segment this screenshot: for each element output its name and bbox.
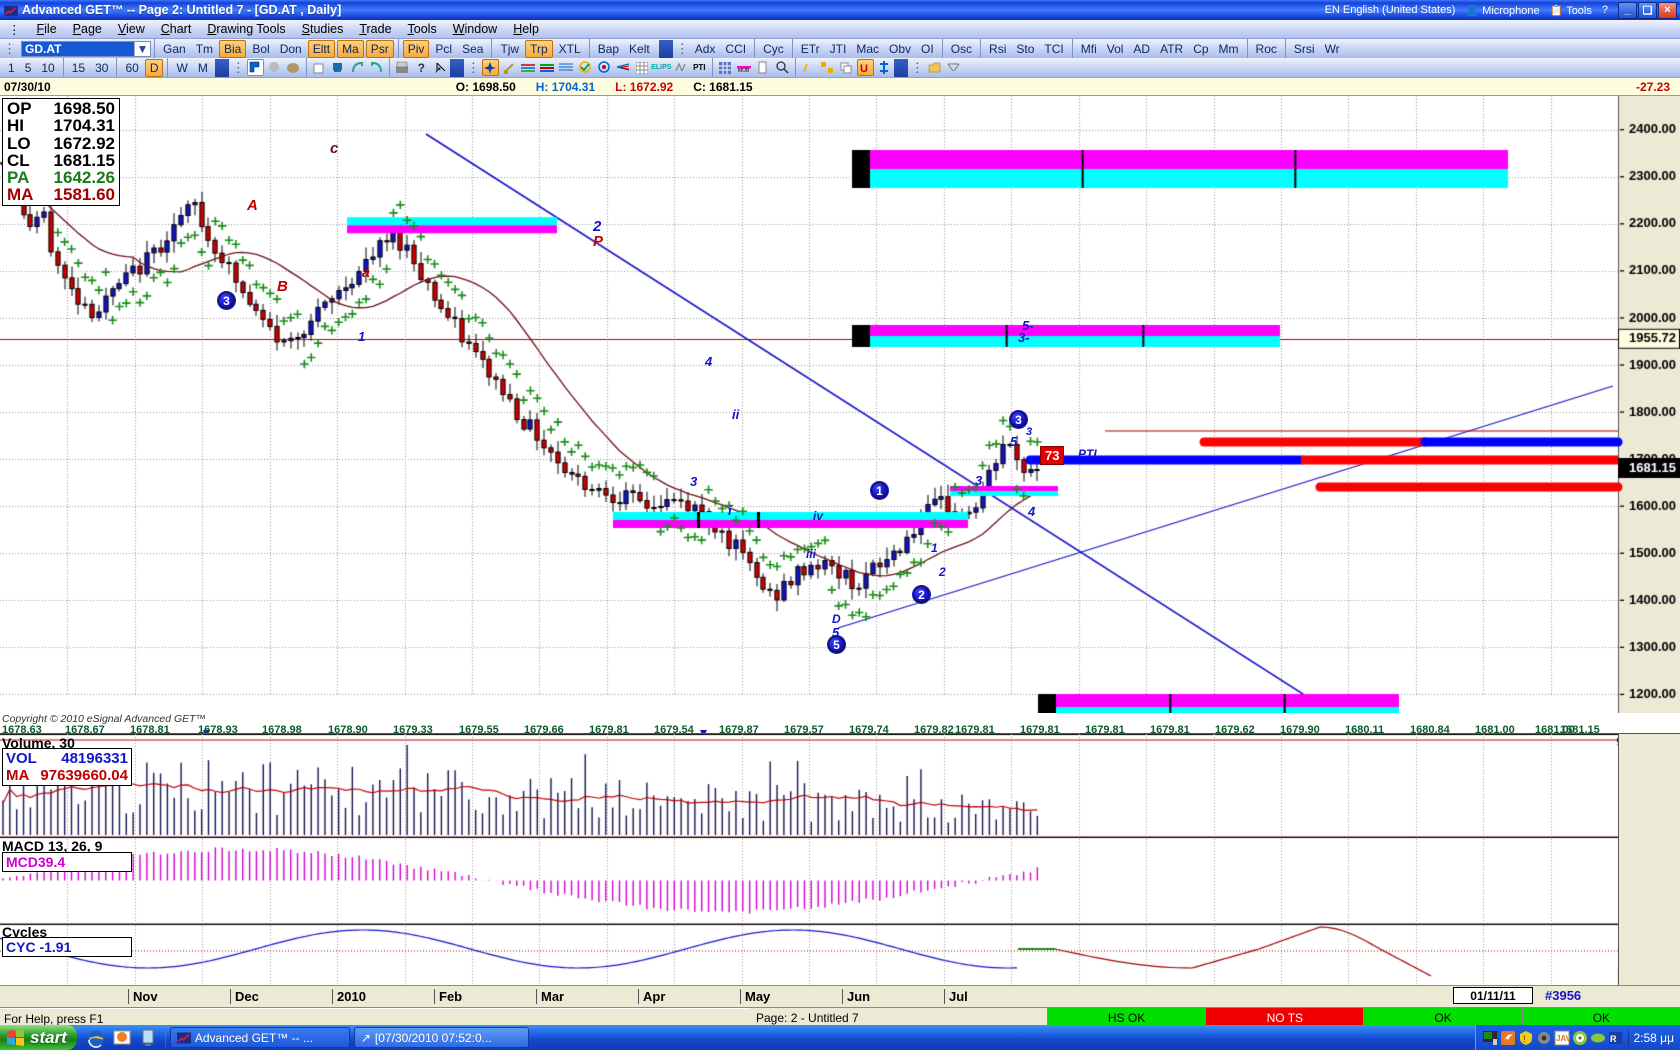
svg-text:!: ! — [1523, 1034, 1526, 1044]
svg-text:R: R — [1610, 1034, 1617, 1044]
svg-text:↗: ↗ — [434, 65, 442, 74]
svg-text:U: U — [860, 63, 868, 74]
svg-text:MOB: MOB — [738, 68, 750, 73]
svg-text:JAVA: JAVA — [1556, 1034, 1570, 1043]
